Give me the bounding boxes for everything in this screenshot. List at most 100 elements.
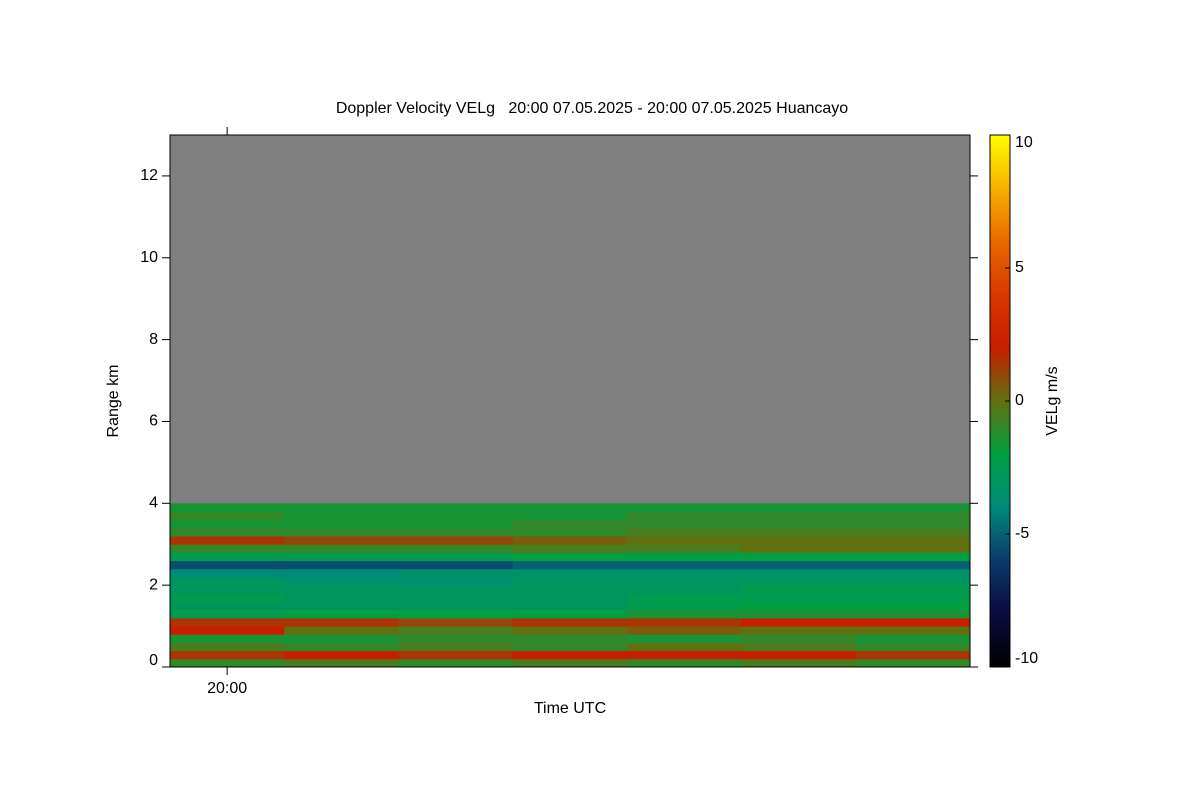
heatmap-cell — [741, 544, 857, 553]
heatmap-cell — [512, 658, 628, 668]
heatmap-cell — [855, 511, 971, 521]
heatmap-cell — [627, 642, 742, 652]
heatmap-cell — [855, 650, 971, 660]
heatmap-cell — [398, 609, 514, 619]
heatmap-cell — [741, 601, 857, 611]
heatmap-cell — [170, 658, 285, 668]
heatmap-cell — [398, 576, 514, 586]
heatmap-cell — [398, 626, 514, 635]
heatmap-cell — [398, 585, 514, 594]
heatmap-cell — [855, 544, 971, 553]
heatmap-cell — [512, 617, 628, 627]
y-axis-label: Range km — [105, 365, 122, 438]
heatmap-cell — [512, 601, 628, 611]
heatmap-cell — [170, 642, 285, 652]
heatmap-cell — [512, 568, 628, 578]
heatmap-cell — [855, 634, 971, 643]
heatmap-cell — [855, 576, 971, 586]
colorbar-label: VELg m/s — [1044, 366, 1061, 435]
y-tick-label: 8 — [149, 331, 158, 348]
chart-title: Doppler Velocity VELg 20:00 07.05.2025 -… — [336, 100, 848, 117]
heatmap-cell — [512, 576, 628, 586]
heatmap-cell — [284, 536, 400, 545]
y-tick-label: 6 — [149, 413, 158, 430]
heatmap-cell — [170, 650, 285, 660]
heatmap-cell — [627, 650, 742, 660]
heatmap-cell — [627, 585, 742, 594]
heatmap-cell — [170, 536, 285, 545]
x-axis-label: Time UTC — [534, 700, 606, 717]
heatmap-cell — [741, 568, 857, 578]
heatmap-cell — [627, 552, 742, 562]
heatmap-cell — [512, 503, 628, 512]
heatmap-cell — [398, 593, 514, 603]
heatmap-cell — [284, 634, 400, 643]
heatmap-cell — [855, 536, 971, 545]
heatmap-cell — [284, 626, 400, 635]
heatmap-cell — [170, 609, 285, 619]
heatmap-cell — [512, 593, 628, 603]
heatmap-cell — [170, 552, 285, 562]
heatmap-cell — [855, 642, 971, 652]
heatmap-cell — [627, 544, 742, 553]
heatmap-cell — [398, 658, 514, 668]
heatmap-cell — [284, 576, 400, 586]
heatmap-cell — [741, 552, 857, 562]
heatmap-cell — [284, 601, 400, 611]
heatmap-cell — [855, 503, 971, 512]
heatmap-cell — [512, 544, 628, 553]
colorbar-tick-label: -10 — [1015, 650, 1038, 667]
heatmap-cell — [398, 568, 514, 578]
heatmap-cell — [627, 576, 742, 586]
heatmap-cell — [170, 617, 285, 627]
heatmap-cell — [741, 585, 857, 594]
heatmap-cell — [512, 552, 628, 562]
heatmap-cell — [398, 503, 514, 512]
x-tick-label: 20:00 — [207, 680, 247, 697]
heatmap-cell — [398, 560, 514, 570]
heatmap-cell — [627, 626, 742, 635]
y-tick-label: 2 — [149, 576, 158, 593]
heatmap-cell — [284, 560, 400, 570]
heatmap-cell — [398, 601, 514, 611]
heatmap-cell — [170, 560, 285, 570]
colorbar-tick-label: 0 — [1015, 392, 1024, 409]
heatmap-cell — [627, 634, 742, 643]
heatmap-cell — [741, 519, 857, 529]
heatmap-cell — [741, 511, 857, 521]
heatmap-cell — [855, 527, 971, 537]
heatmap-cell — [627, 593, 742, 603]
heatmap-cell — [627, 527, 742, 537]
heatmap-cell — [170, 544, 285, 553]
heatmap-cell — [284, 527, 400, 537]
heatmap-cell — [741, 650, 857, 660]
heatmap-cell — [741, 536, 857, 545]
heatmap-cell — [512, 626, 628, 635]
heatmap-cell — [512, 609, 628, 619]
heatmap-cell — [741, 560, 857, 570]
heatmap-cell — [284, 609, 400, 619]
heatmap-cell — [855, 585, 971, 594]
heatmap-cell — [512, 536, 628, 545]
heatmap-cell — [284, 511, 400, 521]
plot-frame — [169, 134, 971, 668]
heatmap-cell — [627, 658, 742, 668]
heatmap-cell — [398, 511, 514, 521]
heatmap-cell — [855, 626, 971, 635]
heatmap-cell — [284, 593, 400, 603]
heatmap-cell — [627, 519, 742, 529]
heatmap-cell — [741, 527, 857, 537]
heatmap-cell — [170, 601, 285, 611]
heatmap-cell — [627, 560, 742, 570]
heatmap-cell — [627, 568, 742, 578]
heatmap-cell — [512, 527, 628, 537]
heatmap-cell — [398, 650, 514, 660]
heatmap-cell — [512, 642, 628, 652]
colorbar-tick-label: -5 — [1015, 525, 1029, 542]
heatmap-cell — [855, 601, 971, 611]
heatmap-cell — [284, 650, 400, 660]
heatmap-cell — [855, 593, 971, 603]
heatmap-cell — [284, 617, 400, 627]
heatmap-cell — [855, 617, 971, 627]
